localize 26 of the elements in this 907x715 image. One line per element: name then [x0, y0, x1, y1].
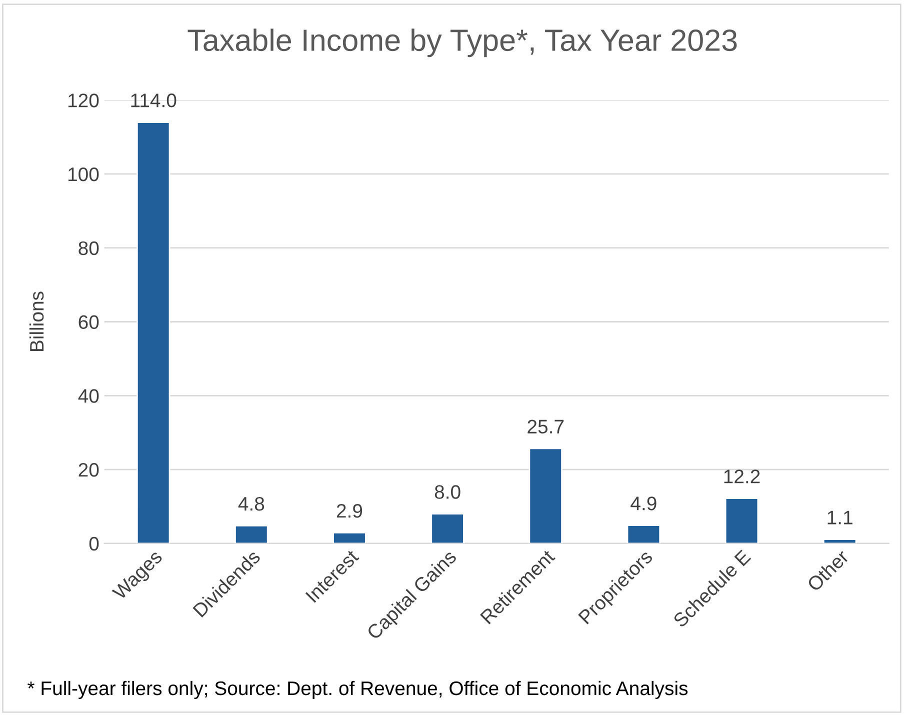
- chart-title: Taxable Income by Type*, Tax Year 2023: [188, 28, 737, 58]
- y-tick-label: 40: [78, 389, 99, 403]
- data-label: 1.1: [828, 510, 852, 524]
- data-label: 4.8: [238, 496, 264, 511]
- y-tick-label: 120: [68, 94, 99, 108]
- y-axis-title: Billions: [29, 292, 44, 351]
- bar: [430, 513, 464, 544]
- data-label: 25.7: [528, 420, 564, 434]
- bar: [332, 532, 366, 544]
- data-label: 2.9: [336, 504, 362, 518]
- bar: [234, 524, 268, 544]
- y-tick-label: 0: [89, 536, 99, 551]
- data-label: 114.0: [131, 94, 176, 108]
- y-tick-label: 20: [78, 462, 99, 477]
- y-tick-label: 100: [68, 167, 99, 182]
- bar: [528, 448, 562, 544]
- bar: [822, 538, 857, 544]
- y-tick-label: 60: [78, 315, 99, 329]
- data-label: 12.2: [724, 470, 760, 484]
- text: * Full-year filers only; Source: Dept. of Revenue, Office of Economic Analysis: [28, 680, 688, 700]
- y-tick-label: 80: [78, 241, 99, 256]
- bar: [136, 122, 170, 544]
- data-label: 4.9: [630, 496, 656, 510]
- data-label: 8.0: [434, 485, 460, 499]
- bar: [724, 498, 759, 544]
- bar: [626, 524, 661, 544]
